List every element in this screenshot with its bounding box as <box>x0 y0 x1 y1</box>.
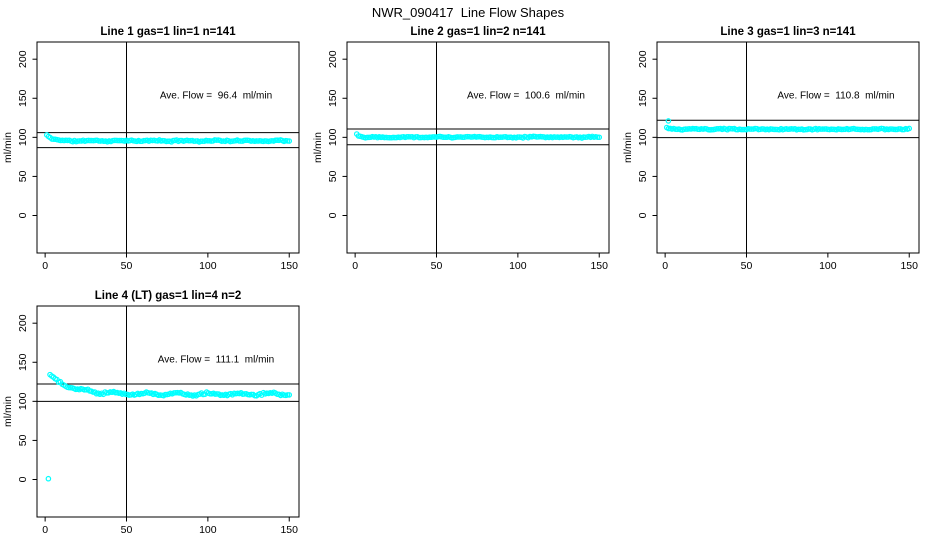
y-tick-label: 150 <box>17 353 29 371</box>
x-tick-label: 0 <box>42 524 48 536</box>
y-tick-label: 150 <box>637 89 649 107</box>
ave-flow-annotation: Ave. Flow = 111.1 ml/min <box>158 354 274 365</box>
y-tick-label: 200 <box>17 314 29 332</box>
ave-flow-annotation: Ave. Flow = 100.6 ml/min <box>467 90 585 101</box>
data-point <box>286 392 293 398</box>
y-tick-label: 150 <box>327 89 339 107</box>
outlier-point <box>665 118 672 124</box>
plot-line-2: 0 50 100 150 0 50 100 150 200 ml/min Line 2 gas=1 … <box>312 26 610 272</box>
y-tick-label: 200 <box>327 50 339 68</box>
x-tick-label: 0 <box>352 260 358 272</box>
y-tick-label: 100 <box>17 128 29 146</box>
y-tick-label: 50 <box>327 170 339 182</box>
plot-line-1: 0 50 100 150 0 50 100 150 200 ml/min Line 1 gas=1 … <box>2 26 300 272</box>
y-axis-label: ml/min <box>2 132 14 163</box>
y-tick-label: 50 <box>17 170 29 182</box>
data-point <box>596 134 603 141</box>
x-tick-label: 100 <box>199 260 217 272</box>
y-tick-label: 0 <box>17 476 29 482</box>
x-tick-label: 150 <box>590 260 608 272</box>
plot-title: Line 1 gas=1 lin=1 n=141 <box>100 26 236 38</box>
x-tick-label: 50 <box>431 260 443 272</box>
plot-box <box>36 41 300 254</box>
x-tick-label: 100 <box>509 260 527 272</box>
data-point <box>906 125 913 132</box>
plot-line-3: 0 50 100 150 0 50 100 150 200 ml/min Line 3 gas=1 … <box>622 26 920 272</box>
y-tick-label: 100 <box>637 128 649 146</box>
data-points <box>43 132 293 145</box>
y-tick-label: 100 <box>327 128 339 146</box>
data-point <box>442 134 448 141</box>
plot-title: Line 2 gas=1 lin=2 n=141 <box>410 26 546 38</box>
y-tick-label: 200 <box>17 50 29 68</box>
data-points <box>45 371 293 482</box>
data-points <box>663 118 913 133</box>
y-tick-label: 50 <box>637 170 649 182</box>
y-tick-label: 0 <box>327 212 339 218</box>
x-tick-label: 100 <box>199 524 217 536</box>
ave-flow-annotation: Ave. Flow = 110.8 ml/min <box>777 90 894 101</box>
page-title: NWR_090417 Line Flow Shapes <box>371 5 565 20</box>
x-tick-label: 0 <box>42 260 48 272</box>
ave-flow-annotation: Ave. Flow = 96.4 ml/min <box>160 90 272 101</box>
y-tick-label: 200 <box>637 50 649 68</box>
x-tick-label: 150 <box>280 524 298 536</box>
y-tick-label: 150 <box>17 89 29 107</box>
data-point <box>286 138 293 144</box>
plot-title: Line 4 (LT) gas=1 lin=4 n=2 <box>95 290 241 302</box>
x-tick-label: 150 <box>900 260 918 272</box>
x-tick-label: 50 <box>741 260 753 272</box>
outlier-point <box>45 475 52 482</box>
y-tick-label: 0 <box>637 212 649 218</box>
plot-line-4-lt: 0 50 100 150 0 50 100 150 200 ml/min Line 4 (LT) g… <box>2 290 300 536</box>
x-tick-label: 50 <box>121 260 133 272</box>
y-axis-label: ml/min <box>312 132 324 163</box>
y-tick-label: 100 <box>17 392 29 410</box>
x-tick-label: 50 <box>121 524 133 536</box>
y-axis-label: ml/min <box>2 396 14 427</box>
plot-box <box>36 305 300 518</box>
x-tick-label: 100 <box>819 260 837 272</box>
y-axis-label: ml/min <box>622 132 634 163</box>
x-tick-label: 150 <box>280 260 298 272</box>
data-points <box>353 131 603 141</box>
x-tick-label: 0 <box>662 260 668 272</box>
plot-title: Line 3 gas=1 lin=3 n=141 <box>720 26 856 38</box>
plot-box <box>656 41 920 254</box>
y-tick-label: 0 <box>17 212 29 218</box>
plot-box <box>346 41 610 254</box>
y-tick-label: 50 <box>17 434 29 446</box>
